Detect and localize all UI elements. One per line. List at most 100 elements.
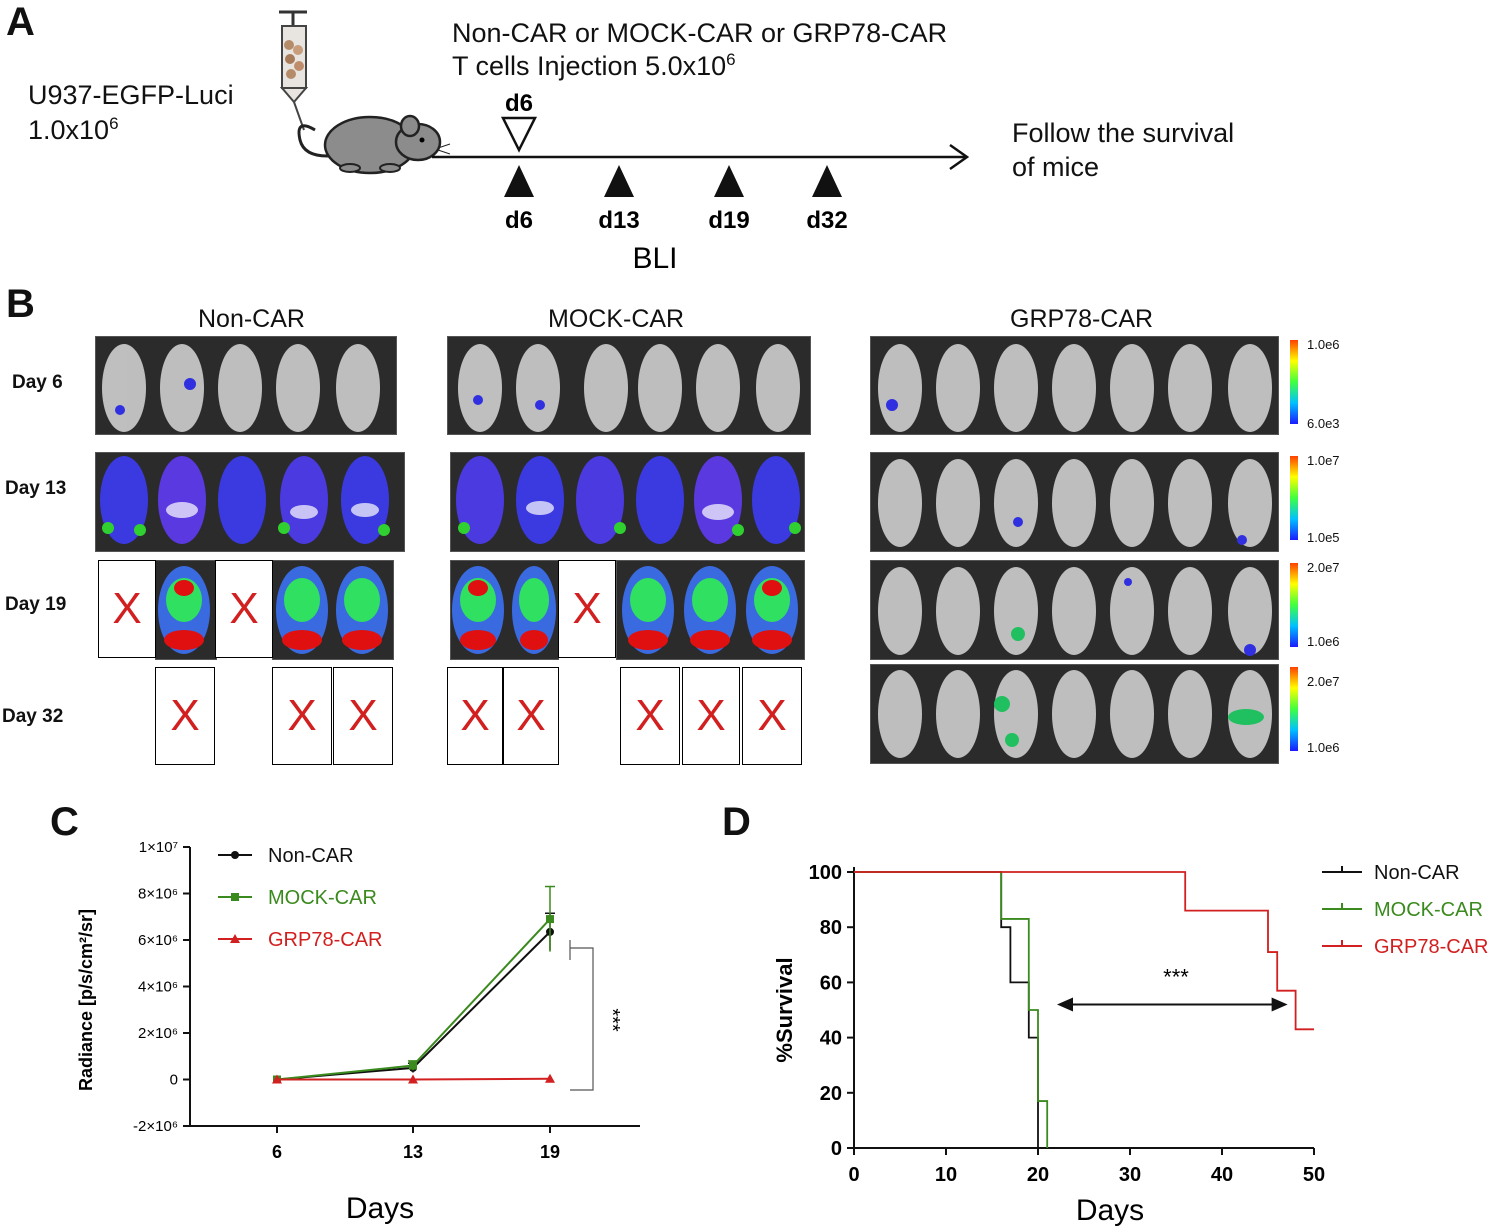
- y-tick-label: 0: [170, 1072, 178, 1089]
- data-point: [546, 915, 554, 924]
- bli-marker: [714, 165, 744, 197]
- bli-day-label: d6: [505, 207, 533, 234]
- scale-max: 1.0e6: [1307, 337, 1340, 352]
- survival-curve-grp78-car: [854, 871, 1314, 1031]
- dead-mouse-mark: X: [272, 667, 332, 765]
- radiance-line-chart: -2×10⁶ 0 2×10⁶ 4×10⁶ 6×10⁶ 8×10⁶ 1×10⁷ 6 13 19 Day…: [76, 839, 640, 1225]
- group-title-mock-car: MOCK-CAR: [548, 305, 685, 333]
- survival-curve-mock-car: [854, 871, 1049, 1148]
- dead-mouse-mark: X: [620, 667, 680, 765]
- day-label: Day 19: [5, 594, 67, 615]
- radiance-color-scale: [1290, 456, 1298, 540]
- panel-a-label: A: [6, 0, 35, 44]
- injection-marker: [500, 116, 538, 153]
- data-point: [408, 1074, 418, 1084]
- x-axis-title: Days: [1076, 1194, 1144, 1227]
- bli-image-mock-car-day6: [447, 336, 811, 435]
- scale-min: 1.0e6: [1307, 740, 1340, 755]
- dead-mouse-mark: X: [215, 560, 273, 658]
- y-tick-label: 100: [809, 862, 842, 884]
- cell-dose-label: 1.0x106: [28, 114, 119, 145]
- x-tick-label: 30: [1119, 1164, 1141, 1186]
- scale-min: 6.0e3: [1307, 416, 1340, 431]
- y-tick-label: 20: [820, 1083, 842, 1105]
- day-label: Day 13: [5, 478, 67, 499]
- injection-line1: Non-CAR or MOCK-CAR or GRP78-CAR: [452, 18, 948, 48]
- y-tick-label: 0: [831, 1138, 842, 1160]
- injection-line2: T cells Injection 5.0x106: [452, 50, 736, 81]
- dead-mouse-mark: X: [682, 667, 740, 765]
- mouse-icon: [297, 114, 451, 175]
- mouse-silhouettes-layer: [100, 344, 1272, 758]
- significance-bracket: [570, 947, 594, 1091]
- day-label: Day 32: [2, 706, 64, 727]
- follow-survival-line2: of mice: [1012, 152, 1100, 182]
- x-tick-label: 19: [540, 1142, 560, 1162]
- y-tick-label: 60: [820, 972, 842, 994]
- dead-mouse-mark: X: [98, 560, 156, 658]
- bli-day-label: d19: [708, 207, 749, 234]
- bli-day-label: d13: [598, 207, 639, 234]
- panel-c-label: C: [50, 800, 79, 844]
- x-tick-label: 13: [403, 1142, 423, 1162]
- x-tick-label: 20: [1027, 1164, 1049, 1186]
- significance-arrowhead: [1057, 997, 1073, 1012]
- legend-marker: [231, 893, 239, 901]
- y-axis-title: %Survival: [772, 957, 797, 1062]
- bli-image-mock-car-day13: [450, 452, 805, 552]
- radiance-color-scale: [1290, 340, 1298, 424]
- x-tick-label: 40: [1211, 1164, 1233, 1186]
- scale-max: 2.0e7: [1307, 560, 1340, 575]
- x-axis-title: Days: [346, 1192, 414, 1225]
- panel-b-label: B: [6, 282, 35, 326]
- data-point: [272, 1074, 282, 1084]
- dead-mouse-mark: X: [742, 667, 802, 765]
- bli-marker: [504, 165, 534, 197]
- group-title-grp78-car: GRP78-CAR: [1010, 305, 1154, 333]
- day-label: Day 6: [12, 372, 63, 393]
- x-tick-label: 6: [272, 1142, 282, 1162]
- scale-max: 2.0e7: [1307, 674, 1340, 689]
- survival-curve-non-car: [854, 871, 1039, 1148]
- scale-min: 1.0e6: [1307, 634, 1340, 649]
- follow-survival-line1: Follow the survival: [1012, 118, 1235, 148]
- dead-mouse-mark: X: [558, 560, 616, 658]
- series-line-non-car: [276, 931, 551, 1081]
- y-tick-label: 4×10⁶: [138, 979, 178, 996]
- x-tick-label: 10: [935, 1164, 957, 1186]
- y-axis-title: Radiance [p/s/cm²/sr]: [76, 909, 96, 1091]
- timeline-arrowhead: [949, 143, 970, 171]
- survival-chart: 0 20 40 60 80 100 0 10 20 30 40 50 Days %Survival Non-…: [772, 862, 1488, 1227]
- legend-label: Non-CAR: [268, 845, 354, 867]
- bli-marker: [812, 165, 842, 197]
- data-point: [545, 1073, 555, 1083]
- significance-label: ***: [1163, 964, 1189, 989]
- dead-mouse-mark: X: [447, 667, 503, 765]
- cell-line-label: U937-EGFP-Luci: [28, 80, 234, 110]
- y-tick-label: 2×10⁶: [138, 1025, 178, 1042]
- y-tick-label: 40: [820, 1028, 842, 1050]
- legend-label: MOCK-CAR: [268, 887, 377, 909]
- scale-max: 1.0e7: [1307, 453, 1340, 468]
- radiance-color-scale: [1290, 563, 1298, 647]
- legend-label: GRP78-CAR: [1374, 936, 1488, 958]
- legend-marker: [231, 851, 239, 859]
- legend-label: Non-CAR: [1374, 862, 1460, 884]
- significance-arrowhead: [1271, 997, 1288, 1012]
- legend-label: MOCK-CAR: [1374, 899, 1483, 921]
- radiance-color-scale: [1290, 667, 1298, 751]
- y-tick-label: 6×10⁶: [138, 932, 178, 949]
- injection-day-label: d6: [505, 90, 533, 117]
- bli-marker: [604, 165, 634, 197]
- bli-day-label: d32: [806, 207, 847, 234]
- dead-mouse-mark: X: [333, 667, 393, 765]
- dead-mouse-mark: X: [503, 667, 559, 765]
- y-tick-label: 80: [820, 917, 842, 939]
- timeline-diagram: d6 d6 d13 d19 d32 BLI: [279, 10, 970, 275]
- legend-marker: [230, 934, 240, 943]
- dead-mouse-mark: X: [155, 667, 215, 765]
- x-tick-label: 50: [1303, 1164, 1325, 1186]
- panel-d-label: D: [722, 800, 751, 844]
- y-tick-label: -2×10⁶: [133, 1118, 178, 1135]
- data-point: [409, 1061, 417, 1070]
